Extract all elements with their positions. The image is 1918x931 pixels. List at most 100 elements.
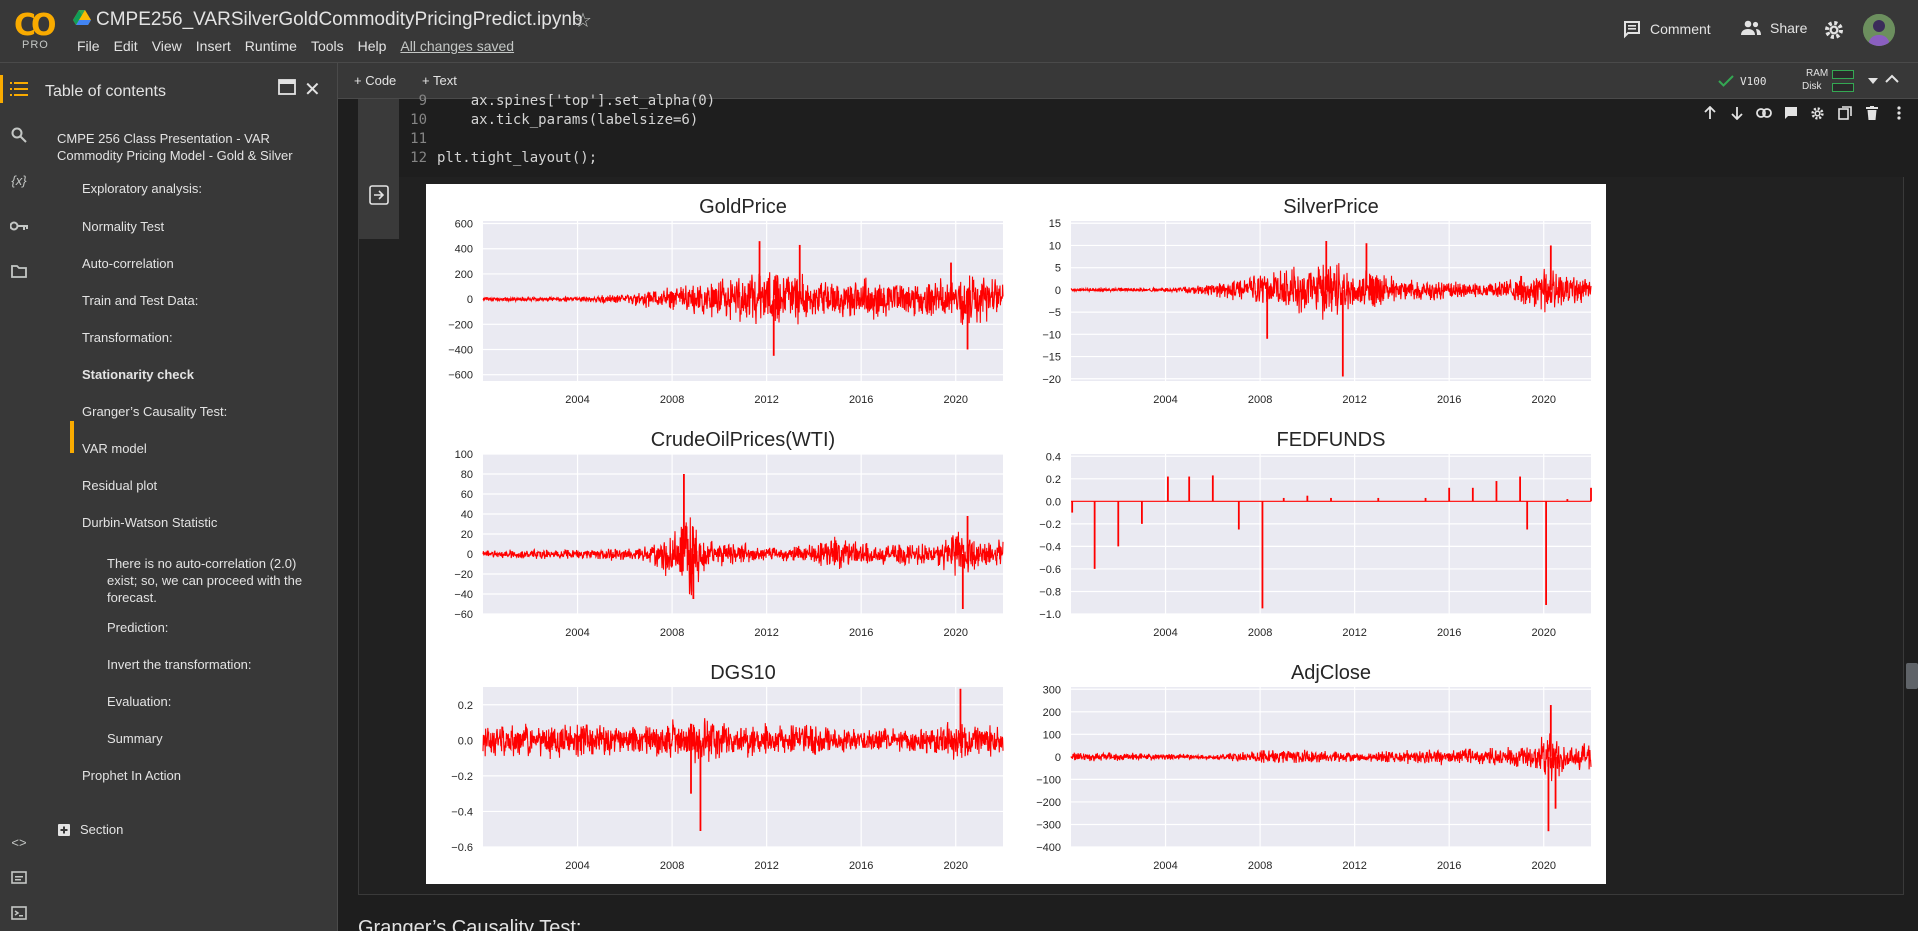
checkmark-icon: [1718, 75, 1734, 87]
variables-icon[interactable]: {x}: [11, 172, 27, 188]
menu-insert[interactable]: Insert: [195, 38, 231, 54]
more-vert-icon[interactable]: [1888, 103, 1909, 123]
toc-item[interactable]: Evaluation:: [107, 694, 172, 709]
toc-item[interactable]: Stationarity check: [82, 367, 194, 382]
code-snippets-icon[interactable]: <>: [11, 834, 27, 850]
settings-gear-icon[interactable]: [1823, 19, 1845, 41]
x-tick-label: 2004: [565, 394, 589, 406]
toc-item[interactable]: VAR model: [82, 441, 147, 456]
y-tick-label: 300: [1043, 684, 1061, 696]
y-tick-label: 60: [461, 489, 473, 501]
code-cell[interactable]: 9 ax.spines['top'].set_alpha(0) 10 ax.ti…: [358, 93, 1905, 895]
toc-item[interactable]: There is no auto-correlation (2.0) exist…: [107, 556, 303, 605]
toc-item[interactable]: Summary: [107, 731, 163, 746]
y-tick-label: −40: [454, 589, 473, 601]
subplot-title: FEDFUNDS: [1277, 429, 1386, 451]
secrets-key-icon[interactable]: [9, 216, 29, 236]
colab-logo[interactable]: CO PRO: [12, 8, 58, 52]
share-label: Share: [1770, 20, 1808, 36]
cell-gutter[interactable]: [359, 99, 399, 239]
code-editor[interactable]: 9 ax.spines['top'].set_alpha(0) 10 ax.ti…: [399, 93, 1905, 177]
add-text-button[interactable]: + Text: [422, 73, 457, 88]
toc-item[interactable]: Durbin-Watson Statistic: [82, 515, 218, 530]
y-tick-label: 15: [1049, 218, 1061, 230]
y-tick-label: −300: [1036, 819, 1061, 831]
link-icon[interactable]: [1753, 103, 1774, 123]
series-line: [482, 272, 1004, 325]
toc-item[interactable]: Auto-correlation: [82, 256, 174, 271]
delete-icon[interactable]: [1861, 103, 1882, 123]
y-tick-label: 0.2: [1046, 474, 1061, 486]
terminal-icon[interactable]: [9, 903, 29, 923]
series-line: [482, 516, 1004, 596]
toc-item[interactable]: Granger’s Causality Test:: [82, 404, 228, 419]
add-section-button[interactable]: Section: [58, 821, 123, 838]
y-tick-label: −400: [1036, 842, 1061, 854]
y-tick-label: 0: [467, 294, 473, 306]
series-line: [482, 718, 1004, 764]
toc-item[interactable]: Exploratory analysis:: [82, 181, 202, 196]
toc-item[interactable]: Prediction:: [107, 620, 169, 635]
dropdown-arrow-icon[interactable]: [1868, 78, 1878, 84]
menu-file[interactable]: File: [77, 38, 100, 54]
table-of-contents-icon[interactable]: [9, 79, 29, 99]
x-tick-label: 2004: [1153, 860, 1177, 872]
toc-item[interactable]: Residual plot: [82, 478, 158, 493]
menu-tools[interactable]: Tools: [310, 38, 344, 54]
table-of-contents-panel: Table of contents ✕ CMPE 256 Class Prese…: [36, 63, 338, 931]
toc-item[interactable]: CMPE 256 Class Presentation - VAR Commod…: [57, 131, 293, 163]
runtime-type: V100: [1740, 75, 1767, 88]
menu-help[interactable]: Help: [357, 38, 387, 54]
cell-settings-icon[interactable]: [1807, 103, 1828, 123]
x-tick-label: 2008: [1248, 860, 1272, 872]
add-code-button[interactable]: + Code: [354, 73, 397, 88]
close-icon[interactable]: ✕: [304, 79, 321, 101]
toc-item[interactable]: Prophet In Action: [82, 768, 182, 783]
rail-active-indicator: [0, 75, 3, 103]
section-heading[interactable]: Granger’s Causality Test:: [358, 917, 582, 931]
open-in-tab-icon[interactable]: [278, 79, 296, 95]
y-tick-label: −0.6: [1039, 564, 1061, 576]
comment-icon: [1624, 21, 1640, 39]
runtime-status[interactable]: V100 RAM Disk: [1718, 68, 1893, 94]
files-folder-icon[interactable]: [9, 261, 29, 281]
toc-item[interactable]: Invert the transformation:: [107, 657, 252, 672]
chevron-up-icon[interactable]: [1884, 71, 1900, 87]
y-tick-label: −20: [454, 569, 473, 581]
y-tick-label: −20: [1042, 374, 1061, 386]
toc-item[interactable]: Transformation:: [82, 330, 173, 345]
y-tick-label: 200: [1043, 707, 1061, 719]
axes-background: [1071, 454, 1591, 614]
search-icon[interactable]: [9, 125, 29, 145]
notebook-title[interactable]: CMPE256_VARSilverGoldCommodityPricingPre…: [96, 9, 583, 30]
command-palette-icon[interactable]: [9, 867, 29, 887]
x-tick-label: 2020: [943, 860, 967, 872]
share-button[interactable]: Share: [1740, 19, 1807, 37]
menu-edit[interactable]: Edit: [113, 38, 138, 54]
toc-item[interactable]: Normality Test: [82, 219, 165, 234]
add-box-icon: [58, 823, 70, 836]
y-tick-label: −600: [448, 370, 473, 382]
x-tick-label: 2012: [1342, 394, 1366, 406]
toc-item[interactable]: Train and Test Data:: [82, 293, 199, 308]
notebook-main: + Code + Text V100 RAM Disk 9 ax.spines[…: [338, 63, 1918, 931]
code-text: plt.tight_layout();: [437, 150, 598, 166]
star-icon[interactable]: ☆: [574, 10, 592, 32]
mirror-cell-icon[interactable]: [1834, 103, 1855, 123]
move-down-icon[interactable]: [1726, 103, 1747, 123]
move-up-icon[interactable]: [1699, 103, 1720, 123]
comment-cell-icon[interactable]: [1780, 103, 1801, 123]
menu-view[interactable]: View: [151, 38, 182, 54]
user-avatar[interactable]: [1863, 14, 1895, 46]
x-tick-label: 2020: [943, 627, 967, 639]
output-actions-icon[interactable]: [369, 185, 389, 205]
axes-background: [483, 687, 1003, 847]
scrollbar-thumb[interactable]: [1906, 663, 1918, 689]
comment-button[interactable]: Comment: [1622, 19, 1711, 39]
save-status[interactable]: All changes saved: [400, 38, 515, 54]
x-tick-label: 2004: [565, 860, 589, 872]
y-tick-label: 0: [1055, 752, 1061, 764]
menu-runtime[interactable]: Runtime: [244, 38, 297, 54]
y-tick-label: −400: [448, 345, 473, 357]
